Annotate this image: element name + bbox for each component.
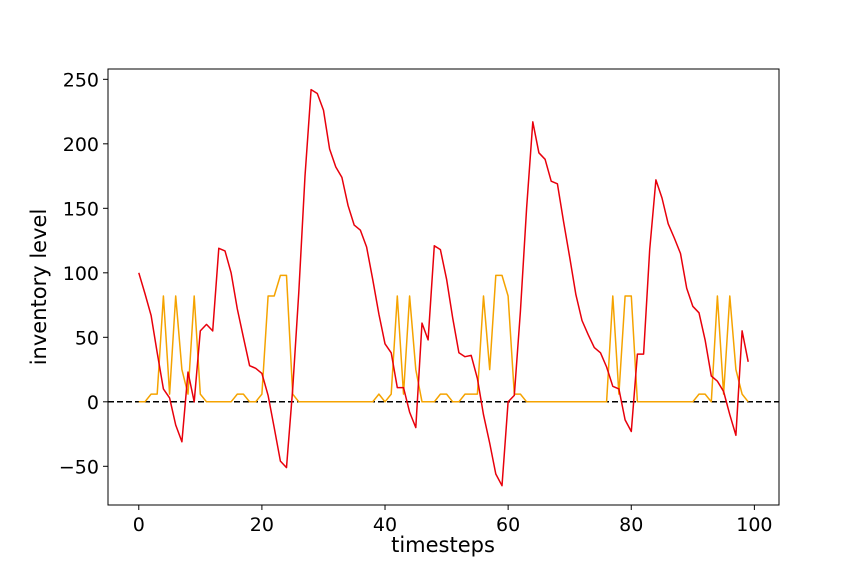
y-tick-label: 250 xyxy=(63,69,99,91)
x-tick-label: 20 xyxy=(250,514,274,536)
plot-marks xyxy=(108,88,779,487)
x-axis: 0 20 40 60 80 100 xyxy=(133,505,773,536)
y-tick-label: 0 xyxy=(87,392,99,414)
x-tick-label: 100 xyxy=(736,514,772,536)
y-tick-label: 200 xyxy=(63,134,99,156)
plot-frame xyxy=(107,68,780,506)
x-tick-label: 40 xyxy=(373,514,397,536)
x-axis-label: timesteps xyxy=(391,533,495,557)
y-axis-label: inventory level xyxy=(27,209,51,366)
x-tick-label: 80 xyxy=(619,514,643,536)
y-tick-label: 150 xyxy=(63,198,99,220)
x-tick-label: 0 xyxy=(133,514,145,536)
y-tick-label: 100 xyxy=(63,263,99,285)
y-axis: −50 0 50 100 150 200 250 xyxy=(59,69,108,478)
series-line-1 xyxy=(138,274,749,403)
x-tick-label: 60 xyxy=(496,514,520,536)
y-tick-label: 50 xyxy=(75,327,99,349)
y-tick-label: −50 xyxy=(59,456,99,478)
series-line-0 xyxy=(138,88,749,487)
